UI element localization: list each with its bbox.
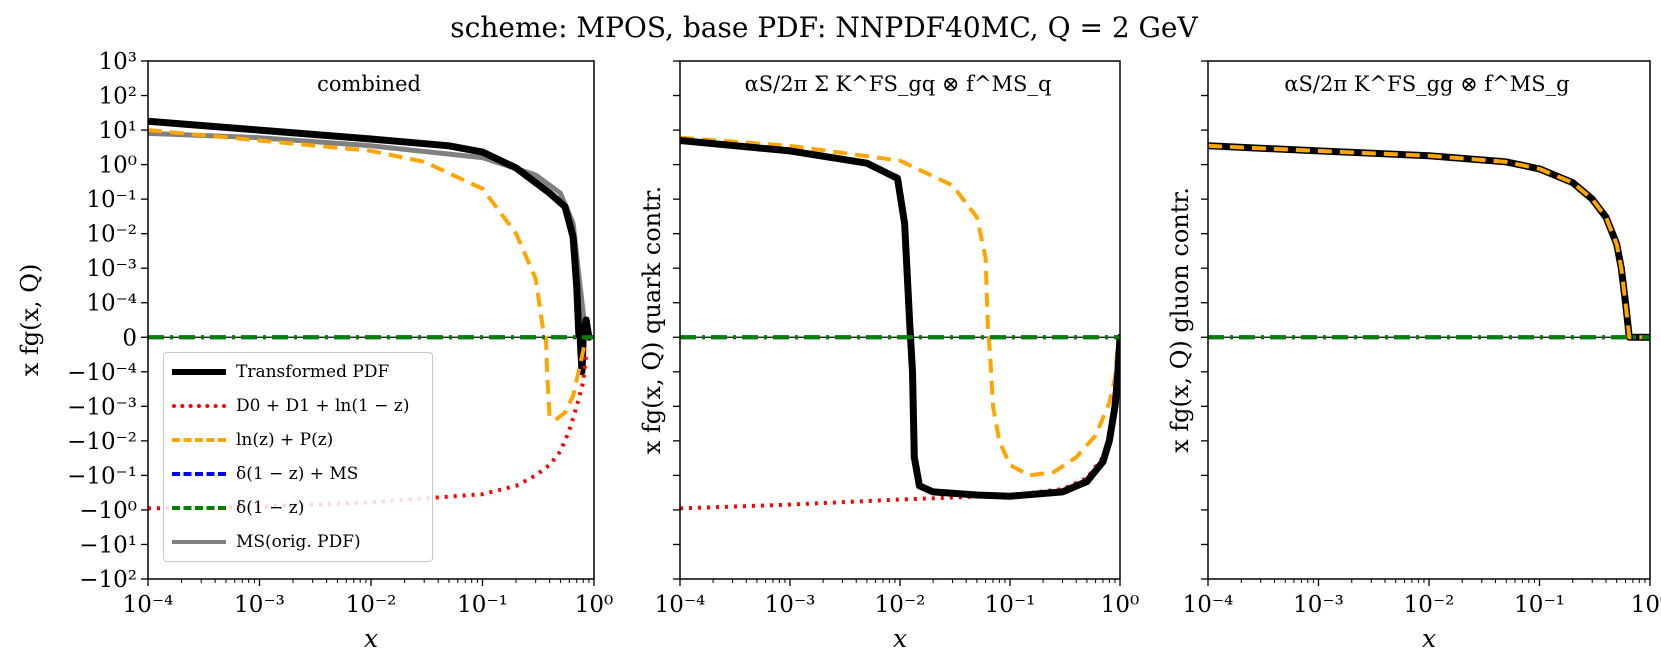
panel-1: 10³ 10² 10¹ 10⁰ 10⁻¹ 10⁻² 10⁻³ 10⁻⁴ 0 −10⁻⁴ −10⁻³ −… <box>16 49 613 653</box>
y-tick-label: −10¹ <box>79 532 137 558</box>
x-tick-label: 10⁻¹ <box>985 592 1036 618</box>
x-tick-label: 10⁻⁴ <box>1183 592 1234 618</box>
y-tick-label: 10⁰ <box>99 153 138 179</box>
x-tick-label: 10⁻² <box>875 592 926 618</box>
legend-label: MS(orig. PDF) <box>236 532 361 552</box>
x-tick-label: 10⁰ <box>575 592 614 618</box>
series-ms-orig-pdf <box>148 130 589 340</box>
y-tick-label: 10⁻¹ <box>86 187 137 213</box>
x-tick-label: 10⁻⁴ <box>655 592 706 618</box>
legend-label: Transformed PDF <box>236 362 390 382</box>
x-tick-label: 10⁻² <box>346 592 397 618</box>
x-tick-label: 10⁰ <box>1101 592 1140 618</box>
y-tick-label: 10³ <box>99 49 138 75</box>
y-tick-label: 10⁻³ <box>86 256 137 282</box>
legend-swatch <box>172 472 226 476</box>
x-tick-label: 10⁻¹ <box>457 592 508 618</box>
y-tick-label: −10⁻¹ <box>67 463 137 489</box>
panel-2: 10⁻⁴ 10⁻³ 10⁻² 10⁻¹ 10⁰ x x fg(x, Q) quark con… <box>638 60 1140 653</box>
y-tick-label: −10⁻⁴ <box>67 360 137 386</box>
x-tick-label: 10⁻² <box>1404 592 1455 618</box>
series-d0-d1-ln-1-z <box>148 354 589 511</box>
axes-frame <box>679 60 1121 580</box>
y-tick-label: 10² <box>99 84 138 110</box>
series-group <box>680 135 1120 511</box>
y-tick-label: −10⁰ <box>79 498 137 524</box>
x-tick-label: 10⁻¹ <box>1514 592 1565 618</box>
x-tick-label: 10⁻⁴ <box>123 592 174 618</box>
x-tick-label: 10⁻³ <box>765 592 816 618</box>
panel-annotation: αS/2π Σ K^FS_gq ⊗ f^MS_q <box>745 72 1052 96</box>
legend-swatch <box>172 540 226 544</box>
series-transformed-pdf <box>1208 142 1650 341</box>
legend-label: ln(z) + P(z) <box>236 430 334 450</box>
panel-annotation: combined <box>317 72 421 96</box>
y-tick-label: 10⁻² <box>86 222 137 248</box>
y-tick-label: 10¹ <box>99 118 138 144</box>
x-tick-label: 10⁻³ <box>234 592 285 618</box>
y-tick-label: −10² <box>79 567 137 593</box>
legend-item-transformed: Transformed PDF <box>172 359 389 385</box>
axes-frame <box>1207 60 1651 580</box>
x-tick-label: 10⁻³ <box>1293 592 1344 618</box>
legend: Transformed PDF D0 + D1 + ln(1 − z) ln(z… <box>163 352 433 562</box>
x-axis-label: x <box>893 624 907 653</box>
legend-item-lnz: ln(z) + P(z) <box>172 427 333 453</box>
x-axis-label: x <box>364 624 378 653</box>
series-ln-z-p-z <box>148 128 589 423</box>
y-tick-label: −10⁻² <box>67 429 137 455</box>
chart-title: scheme: MPOS, base PDF: NNPDF40MC, Q = 2… <box>450 11 1198 44</box>
series-transformed-pdf <box>148 117 593 376</box>
y-axis-label: x fg(x, Q) <box>16 264 44 377</box>
series-transformed-pdf <box>680 137 1120 500</box>
x-axis-label: x <box>1422 624 1436 653</box>
legend-item-delta-ms: δ(1 − z) + MS <box>172 461 358 487</box>
panel-3: 10⁻⁴ 10⁻³ 10⁻² 10⁻¹ 10⁰ x x fg(x, Q) gluon con… <box>1166 60 1661 653</box>
series-ln-z-p-z <box>680 135 1120 478</box>
series-group <box>148 117 594 511</box>
legend-swatch <box>172 404 226 408</box>
legend-swatch <box>172 369 226 375</box>
x-tick-label: 10⁰ <box>1631 592 1661 618</box>
series-d0-d1-ln-1-z <box>680 337 1120 511</box>
series-group <box>1208 142 1650 341</box>
legend-item-delta: δ(1 − z) <box>172 495 304 521</box>
series-ln-z-p-z <box>1208 143 1650 340</box>
legend-label: D0 + D1 + ln(1 − z) <box>236 396 410 416</box>
legend-label: δ(1 − z) + MS <box>236 464 359 484</box>
y-tick-label: −10⁻³ <box>67 394 137 420</box>
legend-item-d0d1: D0 + D1 + ln(1 − z) <box>172 393 409 419</box>
y-axis-label: x fg(x, Q) quark contr. <box>638 186 666 454</box>
legend-swatch <box>172 506 226 510</box>
y-axis-label: x fg(x, Q) gluon contr. <box>1166 187 1194 453</box>
legend-label: δ(1 − z) <box>236 498 305 518</box>
panel-annotation: αS/2π K^FS_gg ⊗ f^MS_g <box>1284 72 1569 96</box>
legend-swatch <box>172 438 226 442</box>
y-tick-label: 0 <box>122 325 137 351</box>
legend-item-ms-orig: MS(orig. PDF) <box>172 529 361 555</box>
y-tick-label: 10⁻⁴ <box>86 291 137 317</box>
